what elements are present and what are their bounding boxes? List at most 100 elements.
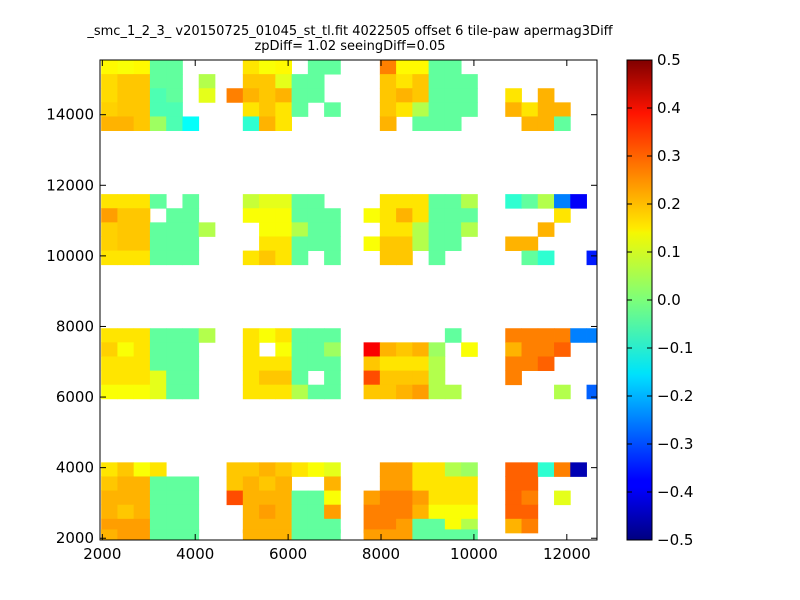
heatmap-cell	[307, 342, 325, 357]
heatmap-cell	[149, 328, 167, 343]
heatmap-cell	[396, 462, 413, 477]
heatmap-cell	[259, 328, 276, 343]
heatmap-cell	[291, 88, 309, 103]
heatmap-cell	[363, 490, 381, 506]
heatmap-cell	[259, 88, 276, 103]
heatmap-cell	[182, 116, 200, 131]
heatmap-cell	[101, 222, 118, 237]
heatmap-cell	[117, 370, 135, 386]
heatmap-cell	[242, 529, 260, 540]
heatmap-cell	[133, 529, 151, 540]
heatmap-cell	[242, 356, 260, 371]
heatmap-cell	[182, 194, 200, 209]
heatmap-cell	[259, 370, 276, 386]
heatmap-cell	[412, 504, 430, 520]
heatmap-cell	[291, 250, 309, 266]
heatmap-cell	[275, 250, 292, 266]
heatmap-cell	[521, 236, 539, 251]
heatmap-cell	[182, 208, 200, 223]
heatmap-cell	[537, 342, 555, 357]
x-axis: 2000 4000 6000 8000 10000 12000	[83, 60, 591, 563]
heatmap-cell	[259, 529, 276, 540]
heatmap-cell	[149, 102, 167, 117]
chart-title-line-2: zpDiff= 1.02 seeingDiff=0.05	[254, 39, 446, 54]
heatmap-cell	[117, 356, 135, 371]
heatmap-cell	[537, 194, 555, 209]
heatmap-cell	[275, 356, 292, 371]
heatmap-cell	[133, 222, 151, 237]
heatmap-cell	[307, 222, 325, 237]
heatmap-cell	[428, 194, 446, 209]
y-tick-label: 10000	[46, 247, 94, 265]
heatmap-cell	[182, 342, 200, 357]
heatmap-cell	[101, 208, 118, 223]
heatmap-cell	[412, 476, 430, 491]
heatmap-cell	[275, 88, 292, 103]
heatmap-cell	[324, 462, 341, 477]
heatmap-cell	[379, 490, 397, 506]
heatmap-cell	[101, 236, 118, 251]
heatmap-cell	[166, 356, 183, 371]
heatmap-cell	[166, 74, 183, 89]
heatmap-cell	[444, 74, 462, 89]
heatmap-cell	[537, 462, 555, 477]
heatmap-cell	[166, 490, 183, 506]
heatmap-cell	[182, 222, 200, 237]
heatmap-cell	[461, 462, 478, 477]
heatmap-cell	[324, 60, 341, 75]
heatmap-cell	[275, 236, 292, 251]
y-tick-label: 14000	[46, 106, 94, 124]
heatmap-cell	[259, 490, 276, 506]
heatmap-cell	[461, 222, 478, 237]
heatmap-cell	[101, 462, 118, 477]
heatmap-cell	[379, 504, 397, 520]
colorbar-axis: 0.5 0.4 0.3 0.2 0.1 0.0 −0.1 −0.2 −0.3 −0.4 −0.5	[627, 51, 693, 549]
heatmap-cell	[505, 88, 522, 103]
heatmap-cell	[149, 250, 167, 266]
heatmap-cell	[242, 328, 260, 343]
heatmap-cell	[101, 504, 118, 520]
heatmap-cell	[396, 250, 413, 266]
heatmap-cell	[291, 194, 309, 209]
heatmap-cell	[117, 116, 135, 131]
heatmap-cell	[291, 222, 309, 237]
heatmap-cell	[428, 490, 446, 506]
heatmap-cell	[505, 328, 522, 343]
heatmap-cell	[133, 504, 151, 520]
heatmap-cell	[117, 74, 135, 89]
heatmap-cell	[275, 384, 292, 400]
heatmap-cell	[259, 356, 276, 371]
heatmap-cell	[259, 384, 276, 400]
heatmap-cell	[324, 342, 341, 357]
heatmap-cell	[117, 194, 135, 209]
heatmap-cell	[412, 490, 430, 506]
heatmap-cell	[166, 208, 183, 223]
heatmap-cell	[412, 102, 430, 117]
heatmap-cell	[461, 194, 478, 209]
heatmap-cell	[461, 529, 478, 540]
heatmap-cell	[461, 88, 478, 103]
heatmap-cell	[324, 208, 341, 223]
heatmap-cell	[117, 384, 135, 400]
heatmap-cell	[324, 250, 341, 266]
heatmap-cell	[396, 370, 413, 386]
heatmap-cell	[444, 102, 462, 117]
heatmap-cell	[166, 222, 183, 237]
heatmap-cell	[412, 60, 430, 75]
heatmap-cell	[101, 60, 118, 75]
heatmap-cell	[570, 462, 587, 477]
heatmap-cell	[166, 529, 183, 540]
heatmap-cell	[521, 194, 539, 209]
heatmap-cell	[537, 116, 555, 131]
heatmap-cell	[182, 250, 200, 266]
x-tick-label: 8000	[362, 545, 400, 563]
heatmap-cell	[379, 356, 397, 371]
heatmap-cell	[586, 384, 597, 400]
heatmap-cell	[324, 236, 341, 251]
heatmap-cell	[117, 342, 135, 357]
heatmap-cell	[291, 236, 309, 251]
heatmap-cell	[428, 222, 446, 237]
heatmap-cell	[275, 74, 292, 89]
heatmap-cell	[117, 328, 135, 343]
heatmap-cell	[428, 384, 446, 400]
